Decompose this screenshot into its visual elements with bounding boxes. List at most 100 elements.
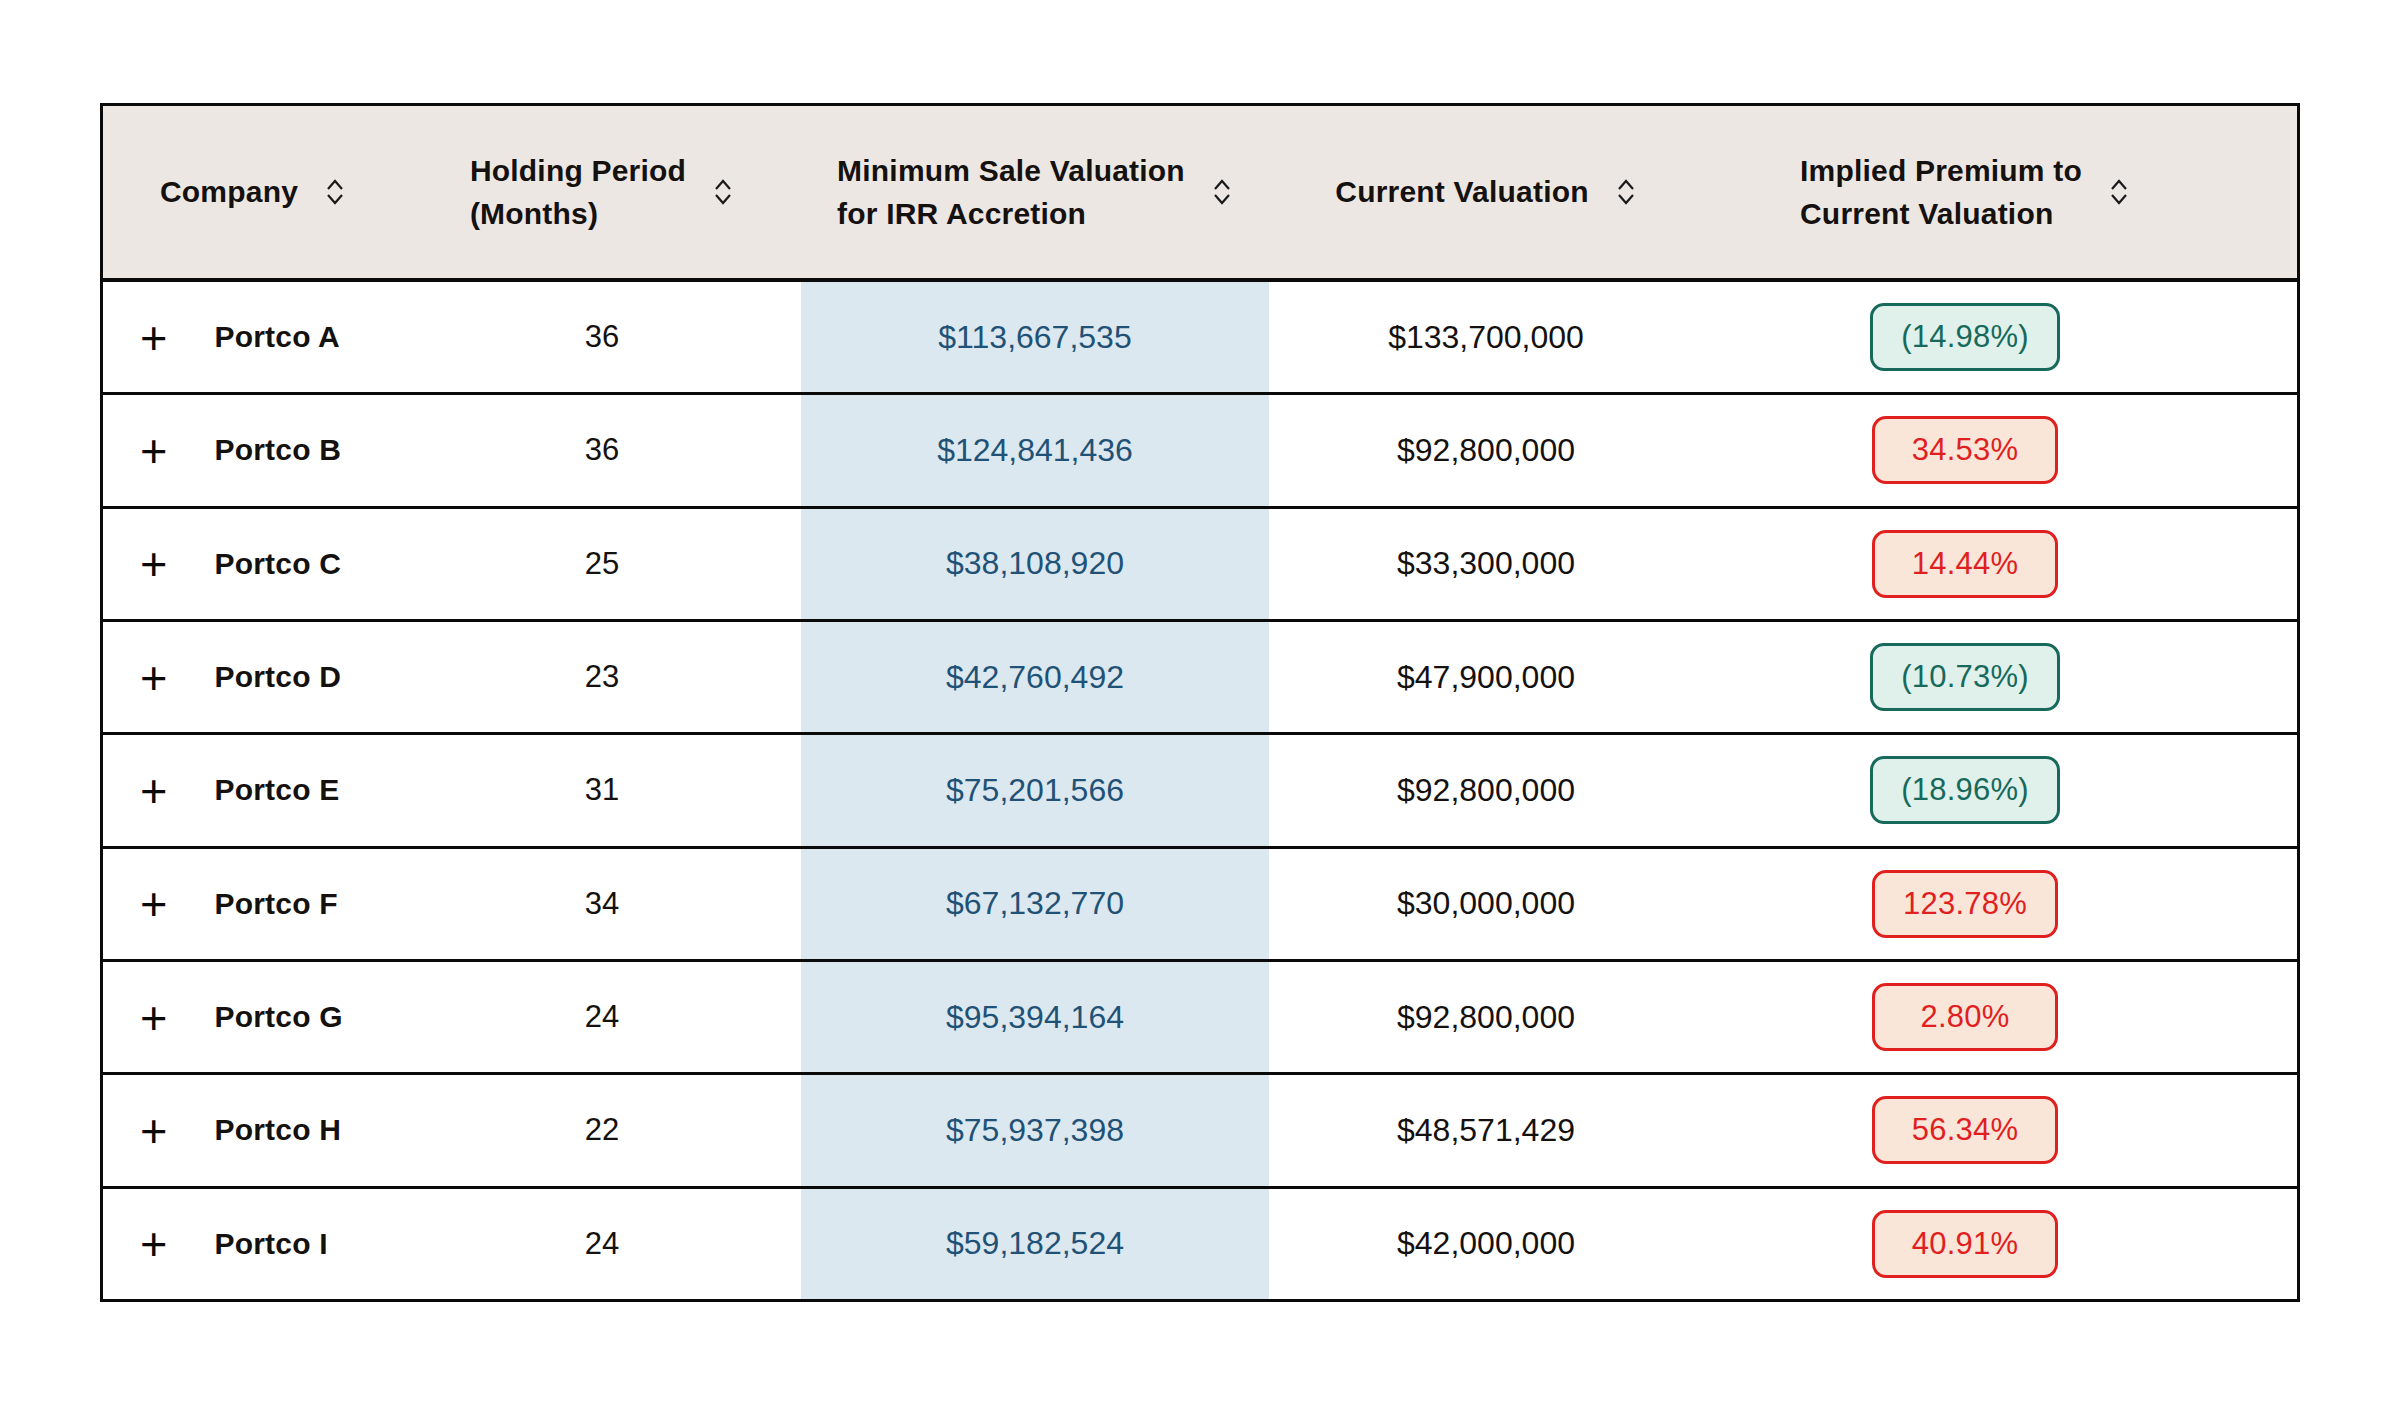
table-row: + Portco E 31 $75,201,566 $92,800,000 (1… [103,735,2297,848]
company-name: Portco F [214,887,337,921]
premium-badge: 2.80% [1872,983,2058,1051]
implied-premium-cell: 34.53% [1703,395,2297,505]
company-cell: + Portco C [103,509,403,619]
premium-badge: (10.73%) [1870,643,2059,711]
implied-premium-cell: (14.98%) [1703,282,2297,392]
current-valuation-cell: $33,300,000 [1269,509,1703,619]
column-header-company[interactable]: Company [103,170,403,214]
implied-premium-cell: (10.73%) [1703,622,2297,732]
column-header-current-valuation[interactable]: Current Valuation [1269,170,1703,214]
premium-badge: (14.98%) [1870,303,2059,371]
holding-period-cell: 25 [403,509,801,619]
company-name: Portco D [214,660,341,694]
company-cell: + Portco A [103,282,403,392]
table-row: + Portco B 36 $124,841,436 $92,800,000 3… [103,395,2297,508]
table-row: + Portco D 23 $42,760,492 $47,900,000 (1… [103,622,2297,735]
column-header-label: Holding Period (Months) [470,149,686,236]
page: Company Holding Period (Months) Minimum … [0,0,2400,1406]
min-sale-valuation-cell: $75,201,566 [801,735,1269,845]
min-sale-valuation-cell: $38,108,920 [801,509,1269,619]
holding-period-cell: 24 [403,962,801,1072]
holding-period-cell: 36 [403,395,801,505]
table-row: + Portco F 34 $67,132,770 $30,000,000 12… [103,849,2297,962]
company-cell: + Portco G [103,962,403,1072]
company-name: Portco A [214,320,340,354]
column-header-min-sale-valuation[interactable]: Minimum Sale Valuation for IRR Accretion [801,149,1269,236]
holding-period-cell: 31 [403,735,801,845]
min-sale-valuation-cell: $59,182,524 [801,1189,1269,1299]
sort-icon[interactable] [712,176,734,208]
min-sale-valuation-cell: $75,937,398 [801,1075,1269,1185]
min-sale-valuation-cell: $113,667,535 [801,282,1269,392]
expand-row-button[interactable]: + [140,654,167,701]
column-header-implied-premium[interactable]: Implied Premium to Current Valuation [1703,149,2297,236]
table-row: + Portco I 24 $59,182,524 $42,000,000 40… [103,1189,2297,1299]
current-valuation-cell: $92,800,000 [1269,962,1703,1072]
header-line: Current Valuation [1800,192,2082,236]
table-row: + Portco A 36 $113,667,535 $133,700,000 … [103,282,2297,395]
current-valuation-cell: $42,000,000 [1269,1189,1703,1299]
expand-row-button[interactable]: + [140,540,167,587]
implied-premium-cell: 40.91% [1703,1189,2297,1299]
current-valuation-cell: $133,700,000 [1269,282,1703,392]
implied-premium-cell: 14.44% [1703,509,2297,619]
expand-row-button[interactable]: + [140,1220,167,1267]
company-cell: + Portco B [103,395,403,505]
column-header-label: Current Valuation [1335,170,1588,214]
expand-row-button[interactable]: + [140,1107,167,1154]
sort-icon[interactable] [324,176,346,208]
current-valuation-cell: $30,000,000 [1269,849,1703,959]
company-name: Portco B [214,433,341,467]
sort-icon[interactable] [2108,176,2130,208]
implied-premium-cell: 123.78% [1703,849,2297,959]
min-sale-valuation-cell: $42,760,492 [801,622,1269,732]
expand-row-button[interactable]: + [140,880,167,927]
premium-badge: 56.34% [1872,1096,2058,1164]
portfolio-table: Company Holding Period (Months) Minimum … [100,103,2300,1302]
header-line: for IRR Accretion [837,192,1185,236]
expand-row-button[interactable]: + [140,427,167,474]
implied-premium-cell: 2.80% [1703,962,2297,1072]
company-cell: + Portco H [103,1075,403,1185]
company-name: Portco G [214,1000,342,1034]
company-name: Portco E [214,773,339,807]
column-header-holding-period[interactable]: Holding Period (Months) [403,149,801,236]
company-name: Portco H [214,1113,341,1147]
expand-row-button[interactable]: + [140,767,167,814]
expand-row-button[interactable]: + [140,994,167,1041]
holding-period-cell: 36 [403,282,801,392]
premium-badge: 40.91% [1872,1210,2058,1278]
min-sale-valuation-cell: $95,394,164 [801,962,1269,1072]
premium-badge: 123.78% [1872,870,2058,938]
table-header: Company Holding Period (Months) Minimum … [103,106,2297,282]
holding-period-cell: 34 [403,849,801,959]
company-cell: + Portco D [103,622,403,732]
expand-row-button[interactable]: + [140,314,167,361]
premium-badge: (18.96%) [1870,756,2059,824]
premium-badge: 34.53% [1872,416,2058,484]
header-line: Current Valuation [1335,170,1588,214]
sort-icon[interactable] [1615,176,1637,208]
current-valuation-cell: $92,800,000 [1269,735,1703,845]
column-header-label: Company [160,170,298,214]
company-cell: + Portco E [103,735,403,845]
holding-period-cell: 23 [403,622,801,732]
company-cell: + Portco F [103,849,403,959]
sort-icon[interactable] [1211,176,1233,208]
column-header-label: Implied Premium to Current Valuation [1800,149,2082,236]
implied-premium-cell: (18.96%) [1703,735,2297,845]
header-line: (Months) [470,192,686,236]
premium-badge: 14.44% [1872,530,2058,598]
table-row: + Portco C 25 $38,108,920 $33,300,000 14… [103,509,2297,622]
header-line: Company [160,170,298,214]
holding-period-cell: 22 [403,1075,801,1185]
implied-premium-cell: 56.34% [1703,1075,2297,1185]
company-name: Portco C [214,547,341,581]
column-header-label: Minimum Sale Valuation for IRR Accretion [837,149,1185,236]
company-cell: + Portco I [103,1189,403,1299]
current-valuation-cell: $92,800,000 [1269,395,1703,505]
table-row: + Portco G 24 $95,394,164 $92,800,000 2.… [103,962,2297,1075]
current-valuation-cell: $48,571,429 [1269,1075,1703,1185]
holding-period-cell: 24 [403,1189,801,1299]
header-line: Implied Premium to [1800,149,2082,193]
